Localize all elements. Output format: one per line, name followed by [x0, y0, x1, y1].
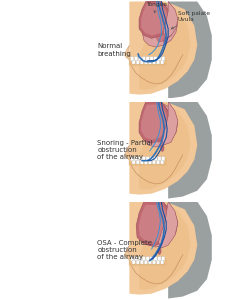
FancyBboxPatch shape [158, 257, 161, 261]
Text: Soft palate
Uvula: Soft palate Uvula [171, 11, 210, 29]
FancyBboxPatch shape [129, 63, 167, 65]
FancyBboxPatch shape [138, 257, 142, 261]
Polygon shape [139, 101, 191, 190]
Polygon shape [139, 2, 191, 90]
Polygon shape [139, 202, 191, 290]
Polygon shape [154, 101, 173, 142]
Polygon shape [139, 2, 171, 38]
FancyBboxPatch shape [144, 60, 147, 64]
FancyBboxPatch shape [132, 160, 135, 164]
Text: Snoring - Partial
obstruction
of the airway: Snoring - Partial obstruction of the air… [97, 140, 153, 160]
Polygon shape [129, 2, 197, 94]
FancyBboxPatch shape [129, 163, 167, 166]
Text: OSA - Complete
obstruction
of the airway: OSA - Complete obstruction of the airway [97, 239, 152, 260]
Polygon shape [125, 45, 132, 60]
FancyBboxPatch shape [161, 260, 164, 264]
FancyBboxPatch shape [136, 160, 139, 164]
FancyBboxPatch shape [134, 257, 138, 261]
Polygon shape [158, 202, 178, 248]
FancyBboxPatch shape [150, 257, 153, 261]
FancyBboxPatch shape [129, 258, 167, 262]
FancyBboxPatch shape [154, 57, 157, 61]
Text: Tongue: Tongue [146, 2, 167, 13]
Polygon shape [129, 101, 197, 195]
Polygon shape [163, 2, 178, 38]
FancyBboxPatch shape [144, 160, 147, 164]
FancyBboxPatch shape [142, 57, 145, 61]
Polygon shape [168, 202, 212, 298]
FancyBboxPatch shape [140, 60, 143, 64]
Polygon shape [136, 202, 173, 246]
FancyBboxPatch shape [161, 60, 164, 64]
Polygon shape [139, 101, 171, 143]
FancyBboxPatch shape [148, 60, 151, 64]
FancyBboxPatch shape [140, 160, 143, 164]
Polygon shape [154, 2, 173, 42]
FancyBboxPatch shape [134, 57, 138, 61]
FancyBboxPatch shape [152, 260, 156, 264]
FancyBboxPatch shape [158, 57, 161, 61]
Ellipse shape [158, 248, 161, 254]
FancyBboxPatch shape [156, 260, 160, 264]
Polygon shape [142, 2, 178, 47]
FancyBboxPatch shape [129, 262, 167, 266]
FancyBboxPatch shape [162, 257, 165, 261]
Text: Normal
breathing: Normal breathing [97, 43, 131, 57]
FancyBboxPatch shape [142, 157, 145, 161]
Polygon shape [125, 145, 132, 160]
FancyBboxPatch shape [162, 157, 165, 161]
Ellipse shape [161, 145, 164, 152]
FancyBboxPatch shape [129, 158, 167, 162]
FancyBboxPatch shape [131, 157, 134, 161]
Polygon shape [142, 101, 178, 147]
FancyBboxPatch shape [152, 60, 156, 64]
FancyBboxPatch shape [131, 57, 134, 61]
FancyBboxPatch shape [161, 160, 164, 164]
FancyBboxPatch shape [129, 58, 167, 62]
Polygon shape [141, 4, 168, 35]
FancyBboxPatch shape [154, 257, 157, 261]
FancyBboxPatch shape [138, 157, 142, 161]
Polygon shape [125, 245, 132, 260]
FancyBboxPatch shape [132, 60, 135, 64]
Polygon shape [168, 101, 212, 199]
FancyBboxPatch shape [154, 157, 157, 161]
FancyBboxPatch shape [148, 260, 151, 264]
Ellipse shape [164, 38, 167, 45]
FancyBboxPatch shape [132, 260, 135, 264]
FancyBboxPatch shape [162, 57, 165, 61]
FancyBboxPatch shape [156, 60, 160, 64]
FancyBboxPatch shape [148, 160, 151, 164]
FancyBboxPatch shape [150, 57, 153, 61]
FancyBboxPatch shape [150, 157, 153, 161]
FancyBboxPatch shape [136, 60, 139, 64]
Polygon shape [161, 101, 178, 145]
Polygon shape [139, 205, 170, 243]
Polygon shape [142, 202, 178, 247]
FancyBboxPatch shape [152, 160, 156, 164]
FancyBboxPatch shape [144, 260, 147, 264]
FancyBboxPatch shape [131, 257, 134, 261]
FancyBboxPatch shape [142, 257, 145, 261]
FancyBboxPatch shape [156, 160, 160, 164]
FancyBboxPatch shape [146, 57, 149, 61]
Polygon shape [129, 202, 197, 295]
Polygon shape [168, 2, 212, 98]
FancyBboxPatch shape [146, 157, 149, 161]
FancyBboxPatch shape [158, 157, 161, 161]
FancyBboxPatch shape [140, 260, 143, 264]
FancyBboxPatch shape [134, 157, 138, 161]
FancyBboxPatch shape [146, 257, 149, 261]
Polygon shape [141, 104, 168, 140]
FancyBboxPatch shape [138, 57, 142, 61]
Polygon shape [154, 202, 173, 242]
FancyBboxPatch shape [136, 260, 139, 264]
